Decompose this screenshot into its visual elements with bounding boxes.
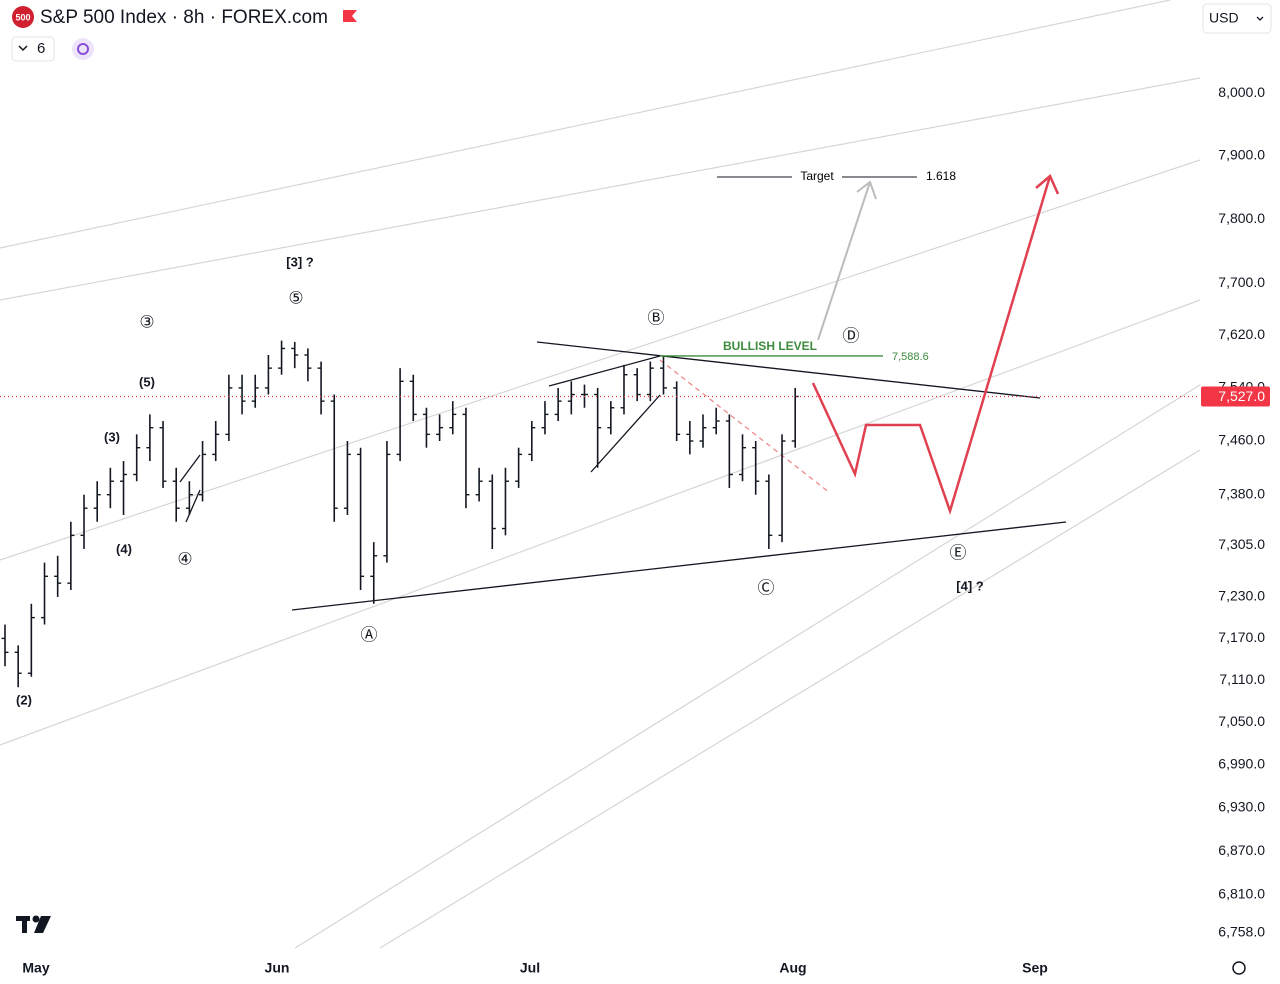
- y-tick-label: 7,230.0: [1218, 588, 1265, 604]
- y-tick-label: 6,990.0: [1218, 756, 1265, 772]
- wave-label: (2): [16, 692, 32, 707]
- y-tick-label: 7,700.0: [1218, 274, 1265, 290]
- bullish-text: BULLISH LEVEL: [723, 339, 817, 353]
- wave-label: (4): [116, 541, 132, 556]
- wave-label: ④: [177, 549, 192, 568]
- last-price-label: 7,527.0: [1218, 388, 1265, 404]
- last-price-tag: [1201, 386, 1270, 407]
- x-tick-label: Aug: [779, 960, 806, 976]
- wave-label: Ⓓ: [843, 326, 860, 345]
- y-tick-label: 7,900.0: [1218, 146, 1265, 162]
- projection-dash: [659, 359, 831, 494]
- y-tick-label: 7,305.0: [1218, 536, 1265, 552]
- badge: [12, 6, 34, 28]
- y-tick-label: 6,758.0: [1218, 924, 1265, 940]
- channel-lines: [0, 0, 1201, 949]
- wave-label: Ⓑ: [648, 308, 665, 327]
- header: 500 S&P 500 Index · 8h · FOREX.com 6 USD: [11, 3, 1272, 62]
- x-tick-label: May: [22, 960, 49, 976]
- wave-label: Ⓔ: [950, 543, 967, 562]
- y-tick-label: 7,800.0: [1218, 210, 1265, 226]
- wave-label: ③: [139, 312, 154, 331]
- currency-select[interactable]: [1202, 3, 1272, 34]
- wave-label: Ⓒ: [758, 578, 775, 597]
- y-tick-label: 7,050.0: [1218, 713, 1265, 729]
- y-tick-label: 6,810.0: [1218, 886, 1265, 902]
- x-tick-label: Sep: [1022, 960, 1048, 976]
- y-tick-label: 7,620.0: [1218, 326, 1265, 342]
- y-tick-label: 6,930.0: [1218, 799, 1265, 815]
- y-tick-label: 7,380.0: [1218, 485, 1265, 501]
- wave-label: [4] ?: [956, 578, 984, 593]
- projection-path: [811, 173, 1060, 516]
- wave-label: (5): [139, 374, 155, 389]
- refresh[interactable]: [72, 38, 94, 60]
- settings[interactable]: [1232, 961, 1246, 975]
- wave-label: Ⓐ: [361, 625, 378, 644]
- wave-label: (3): [104, 429, 120, 444]
- trendlines: [179, 341, 1067, 611]
- y-tick-label: 6,870.0: [1218, 842, 1265, 858]
- y-tick-label: 7,460.0: [1218, 432, 1265, 448]
- y-tick-label: 7,170.0: [1218, 629, 1265, 645]
- flag[interactable]: [343, 10, 357, 22]
- wave-label: ⑤: [288, 288, 303, 307]
- target-ratio: 1.618: [926, 169, 956, 183]
- tv-logo: [16, 915, 51, 933]
- symbol-title: S&P 500 Index · 8h · FOREX.com: [40, 7, 328, 28]
- price-bars: [1, 340, 799, 688]
- y-tick-label: 8,000.0: [1218, 84, 1265, 100]
- wave-labels: [3] ? ⑤ ③ (5) (3) (4) ④ (2) Ⓐ Ⓑ Ⓒ Ⓓ Ⓔ [4…: [16, 254, 984, 707]
- wave-label: [3] ?: [286, 254, 314, 269]
- target-arrow: [817, 180, 877, 341]
- x-tick-label: Jun: [265, 960, 290, 976]
- bullish-value: 7,588.6: [892, 351, 929, 363]
- badge-text: 500: [15, 12, 30, 22]
- indicator-toggle[interactable]: [11, 36, 55, 62]
- y-tick-label: 7,110.0: [1219, 671, 1265, 687]
- currency: USD: [1209, 10, 1239, 26]
- price-axis-bg: [1200, 0, 1280, 984]
- target-text: Target: [800, 169, 834, 183]
- x-tick-label: Jul: [520, 960, 540, 976]
- indicator-count: 6: [37, 40, 45, 57]
